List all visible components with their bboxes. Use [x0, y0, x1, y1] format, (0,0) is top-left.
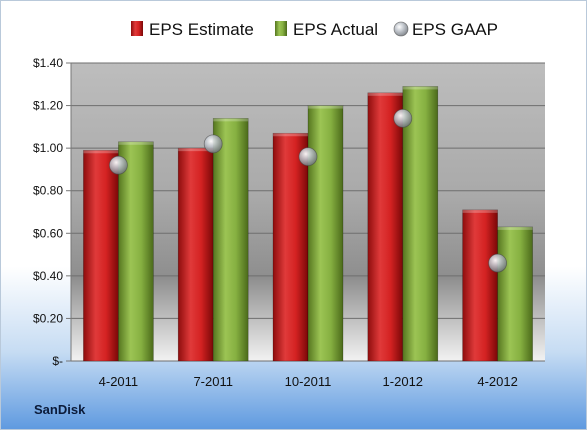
- gaap-marker-10-2011: [298, 147, 318, 167]
- y-axis: $- $0.20 $0.40 $0.60 $0.80 $1.00 $1.20 $1.40: [33, 56, 72, 368]
- y-tick-label: $-: [52, 354, 63, 368]
- bar-highlight: [118, 141, 154, 145]
- estimate-bar-4-2012: [462, 209, 498, 362]
- y-tick-label: $0.20: [33, 311, 63, 325]
- x-tick-label: 4-2012: [477, 374, 517, 389]
- legend-swatch-actual: [275, 21, 287, 36]
- y-tick-label: $1.40: [33, 56, 63, 70]
- x-tick-label: 10-2011: [285, 374, 332, 389]
- actual-bar-7-2011: [212, 118, 249, 362]
- actual-bar-1-2012: [402, 86, 439, 362]
- bar-highlight: [83, 150, 119, 154]
- chart-legend: EPS Estimate EPS Actual EPS GAAP: [131, 20, 498, 39]
- y-tick-label: $0.60: [33, 226, 63, 240]
- y-tick-label: $1.20: [33, 99, 63, 113]
- x-tick-label: 4-2011: [99, 374, 139, 389]
- bar-series: [83, 86, 533, 362]
- bar-highlight: [273, 133, 308, 137]
- company-label: SanDisk: [34, 402, 86, 417]
- y-tick-label: $0.40: [33, 269, 63, 283]
- gaap-markers: [109, 108, 508, 273]
- y-tick-label: $0.80: [33, 184, 63, 198]
- y-tick-label: $1.00: [33, 141, 63, 155]
- x-tick-label: 1-2012: [383, 374, 423, 389]
- bar-highlight: [402, 86, 438, 90]
- actual-bar-4-2012: [497, 226, 533, 362]
- bar-highlight: [367, 92, 403, 96]
- gaap-marker-1-2012: [393, 108, 413, 128]
- bar-highlight: [308, 105, 343, 109]
- actual-bar-4-2011: [118, 141, 154, 362]
- gaap-marker-4-2012: [488, 253, 508, 273]
- x-tick-label: 7-2011: [193, 374, 233, 389]
- bar-highlight: [178, 148, 214, 152]
- bar-highlight: [497, 226, 533, 230]
- estimate-bar-4-2011: [83, 149, 119, 362]
- gaap-marker-4-2011: [109, 155, 128, 175]
- x-axis: 4-2011 7-2011 10-2011 1-2012 4-2012: [99, 374, 518, 389]
- actual-bar-10-2011: [307, 105, 344, 362]
- legend-swatch-estimate: [131, 21, 143, 36]
- estimate-bar-7-2011: [177, 147, 214, 362]
- gaap-marker-7-2011: [203, 134, 223, 154]
- legend-label: EPS Actual: [293, 20, 378, 39]
- estimate-bar-10-2011: [272, 132, 309, 362]
- legend-swatch-gaap: [393, 21, 409, 37]
- legend-label: EPS GAAP: [412, 20, 498, 39]
- legend-label: EPS Estimate: [149, 20, 254, 39]
- estimate-bar-1-2012: [367, 92, 404, 362]
- bar-highlight: [213, 118, 249, 122]
- bar-highlight: [462, 209, 498, 213]
